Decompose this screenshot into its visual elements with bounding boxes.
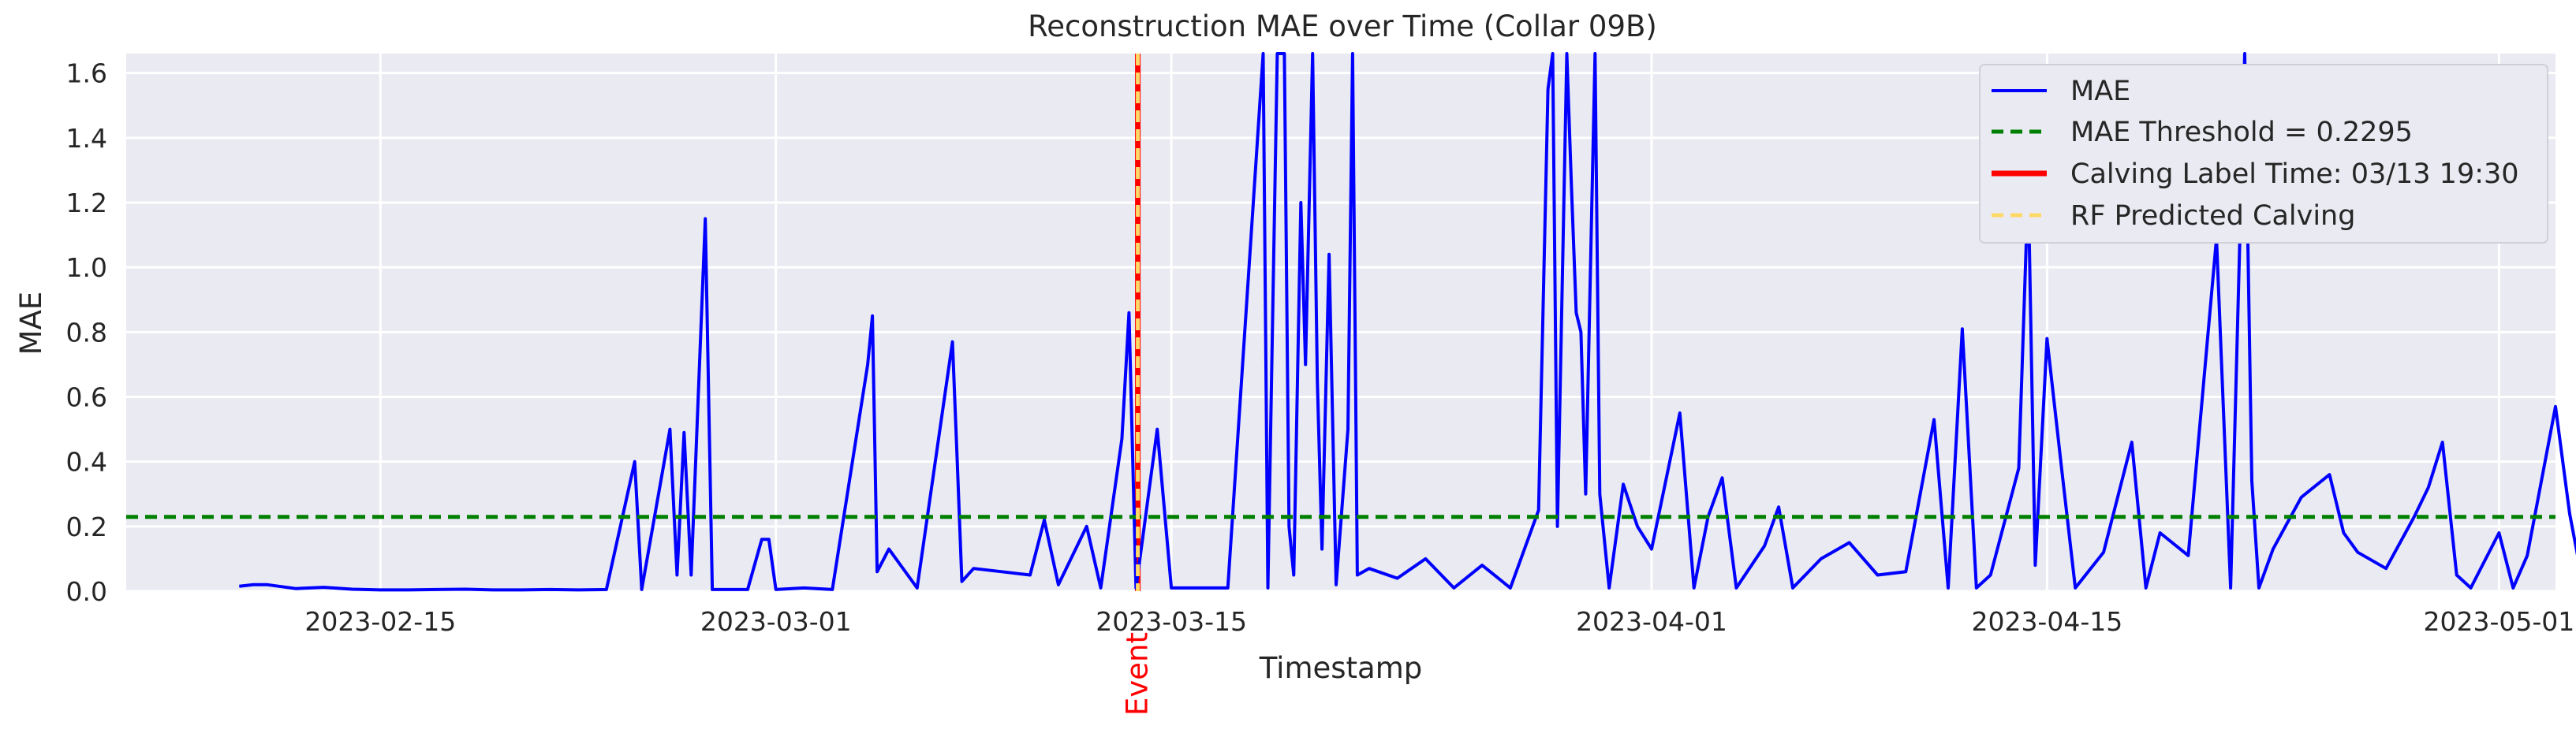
y-tick-label: 1.4 (66, 123, 107, 154)
x-tick-label: 2023-05-01 (2423, 606, 2574, 637)
x-gridlines (379, 54, 2500, 591)
x-tick-label: 2023-03-15 (1096, 606, 1247, 637)
x-tick-label: 2023-04-01 (1576, 606, 1727, 637)
series-lines (126, 52, 2576, 592)
y-gridlines (126, 72, 2555, 593)
x-tick-labels: 2023-02-15 2023-03-01 2023-03-15 2023-04-01… (304, 606, 2574, 637)
legend-rf-label: RF Predicted Calving (2070, 200, 2355, 232)
legend-threshold-label: MAE Threshold = 0.2295 (2070, 117, 2413, 148)
x-axis-label: Timestamp (1259, 651, 1423, 685)
y-tick-label: 0.6 (66, 382, 107, 412)
y-tick-label: 1.0 (66, 252, 107, 283)
x-tick-label: 2023-04-15 (1971, 606, 2122, 637)
legend-mae-label: MAE (2070, 76, 2130, 107)
y-tick-label: 1.2 (66, 188, 107, 218)
legend-box (1979, 64, 2548, 244)
y-tick-labels: 0.0 0.2 0.4 0.6 0.8 1.0 1.2 1.4 1.6 (66, 58, 107, 607)
legend-calving-label: Calving Label Time: 03/13 19:30 (2070, 158, 2519, 190)
y-tick-label: 0.0 (66, 576, 107, 607)
y-axis-label: MAE (14, 292, 48, 355)
x-tick-label: 2023-03-01 (700, 606, 852, 637)
y-tick-label: 0.2 (66, 512, 107, 542)
mae-series-line (239, 52, 2576, 592)
legend: MAE MAE Threshold = 0.2295 Calving Label… (1979, 64, 2548, 244)
chart-title: Reconstruction MAE over Time (Collar 09B… (1028, 9, 1657, 43)
y-tick-label: 0.8 (66, 317, 107, 348)
y-tick-label: 1.6 (66, 58, 107, 89)
y-tick-label: 0.4 (66, 447, 107, 478)
event-annotation: Event (1121, 632, 1155, 716)
x-tick-label: 2023-02-15 (304, 606, 456, 637)
